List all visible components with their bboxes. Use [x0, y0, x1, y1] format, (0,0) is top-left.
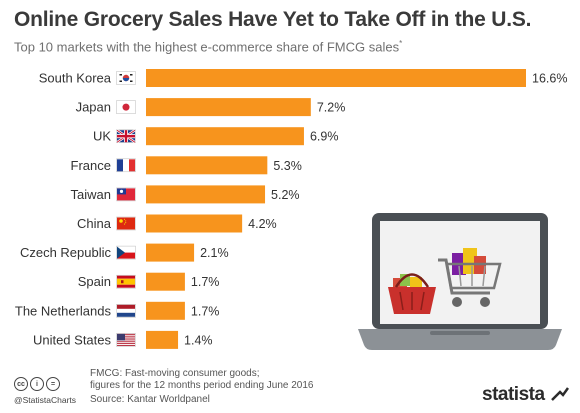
flag-united-states-part [117, 339, 135, 341]
flag-china-part [117, 217, 135, 230]
category-label: Japan [76, 100, 111, 115]
flag-china-part [123, 223, 126, 225]
creative-commons-icon[interactable]: cc [14, 377, 28, 391]
category-label: Taiwan [71, 187, 111, 202]
flag-china-part [125, 222, 127, 224]
bar-row: Taiwan 5.2% [71, 185, 300, 204]
bar-row: United States 1.4% [33, 330, 213, 349]
footnote-line-1: FMCG: Fast-moving consumer goods; [90, 368, 260, 379]
bar-row: China 4.2% [77, 214, 277, 233]
statista-logo[interactable]: statista [482, 384, 545, 405]
bar [146, 243, 195, 262]
flag-spain [116, 274, 136, 289]
source-note: Source: Kantar Worldpanel [90, 394, 210, 405]
flag-taiwan-part [119, 189, 124, 193]
flag-uk-part [117, 135, 135, 138]
twitter-handle[interactable]: @StatistaCharts [14, 395, 77, 405]
bar [146, 301, 185, 320]
flag-south-korea-part [130, 80, 133, 82]
category-label: France [71, 158, 111, 173]
data-label: 6.9% [310, 130, 339, 144]
flag-china-part [123, 218, 126, 220]
category-label: South Korea [39, 71, 112, 86]
bar-row: UK 6.9% [93, 127, 339, 146]
laptop-shopping-cart-basket-icon [358, 213, 562, 350]
bar-row: Spain 1.7% [78, 272, 220, 291]
category-label: UK [93, 129, 111, 144]
statista-logo-mark-icon [551, 387, 569, 401]
flag-south-korea-part [130, 74, 133, 76]
flag-uk [116, 129, 136, 144]
flag-czech-republic [116, 245, 136, 260]
category-label: China [77, 216, 112, 231]
category-label: Spain [78, 274, 111, 289]
flag-netherlands-part [117, 304, 135, 309]
data-label: 5.3% [273, 159, 302, 173]
data-label: 1.7% [191, 275, 220, 289]
bar-row: The Netherlands 1.7% [15, 301, 220, 320]
flag-spain-part [117, 275, 135, 279]
flag-united-states-part [117, 333, 125, 341]
subtitle-text: Top 10 markets with the highest e-commer… [14, 39, 400, 55]
bar-row: South Korea 16.6% [39, 69, 567, 87]
bar [146, 127, 304, 146]
category-label: United States [33, 332, 112, 347]
bar [146, 156, 268, 175]
category-label: The Netherlands [15, 303, 112, 318]
data-label: 1.4% [184, 333, 213, 347]
flag-china-part [119, 219, 123, 223]
flag-spain-part [117, 278, 135, 285]
bar-row: France 5.3% [71, 156, 302, 175]
bar-row: Czech Republic 2.1% [20, 243, 229, 262]
data-label: 1.7% [191, 304, 220, 318]
flag-china [116, 216, 136, 231]
bar-row: Japan 7.2% [76, 98, 346, 117]
flag-france [116, 158, 136, 173]
footnote: FMCG: Fast-moving consumer goods; figure… [90, 368, 314, 392]
bar [146, 98, 311, 117]
flag-spain-part [121, 280, 124, 284]
flag-taiwan [116, 187, 136, 202]
flag-united-states-part [117, 333, 135, 335]
bar [146, 272, 185, 291]
data-label: 4.2% [248, 217, 277, 231]
flag-netherlands [116, 304, 136, 318]
data-label: 5.2% [271, 188, 300, 202]
attribution-icon[interactable]: i [30, 377, 44, 391]
footnote-marker: * [399, 39, 403, 48]
bar [146, 69, 526, 87]
flag-south-korea-part [119, 74, 122, 76]
data-label: 7.2% [317, 101, 346, 115]
flag-south-korea-part [122, 78, 130, 82]
flag-czech-republic-part [117, 252, 135, 259]
flag-united-states-part [117, 335, 135, 337]
data-label: 16.6% [532, 72, 567, 86]
bar [146, 214, 243, 233]
flag-united-states-part [117, 341, 135, 343]
flag-czech-republic-part [117, 246, 125, 259]
flag-south-korea [116, 71, 136, 85]
flag-japan-part [122, 103, 130, 111]
chart-subtitle: Top 10 markets with the highest e-commer… [14, 39, 402, 54]
flag-south-korea-part [119, 80, 122, 82]
flag-france-part [117, 159, 123, 172]
flag-united-states-part [117, 337, 135, 339]
flag-united-states-part [117, 344, 135, 346]
category-label: Czech Republic [20, 245, 112, 260]
flag-france-part [129, 159, 135, 172]
data-label: 2.1% [200, 246, 229, 260]
flag-netherlands-part [117, 312, 135, 317]
license-icons: cc i = [14, 377, 60, 391]
chart-title: Online Grocery Sales Have Yet to Take Of… [14, 8, 532, 31]
bar [146, 330, 179, 349]
footnote-line-2: figures for the 12 months period ending … [90, 380, 314, 391]
flag-united-states-part [117, 343, 135, 345]
flag-united-states [116, 333, 136, 347]
no-derivatives-icon[interactable]: = [46, 377, 60, 391]
bar [146, 185, 266, 204]
flag-japan [116, 100, 136, 114]
flag-spain-part [117, 284, 135, 288]
flag-china-part [125, 220, 127, 222]
